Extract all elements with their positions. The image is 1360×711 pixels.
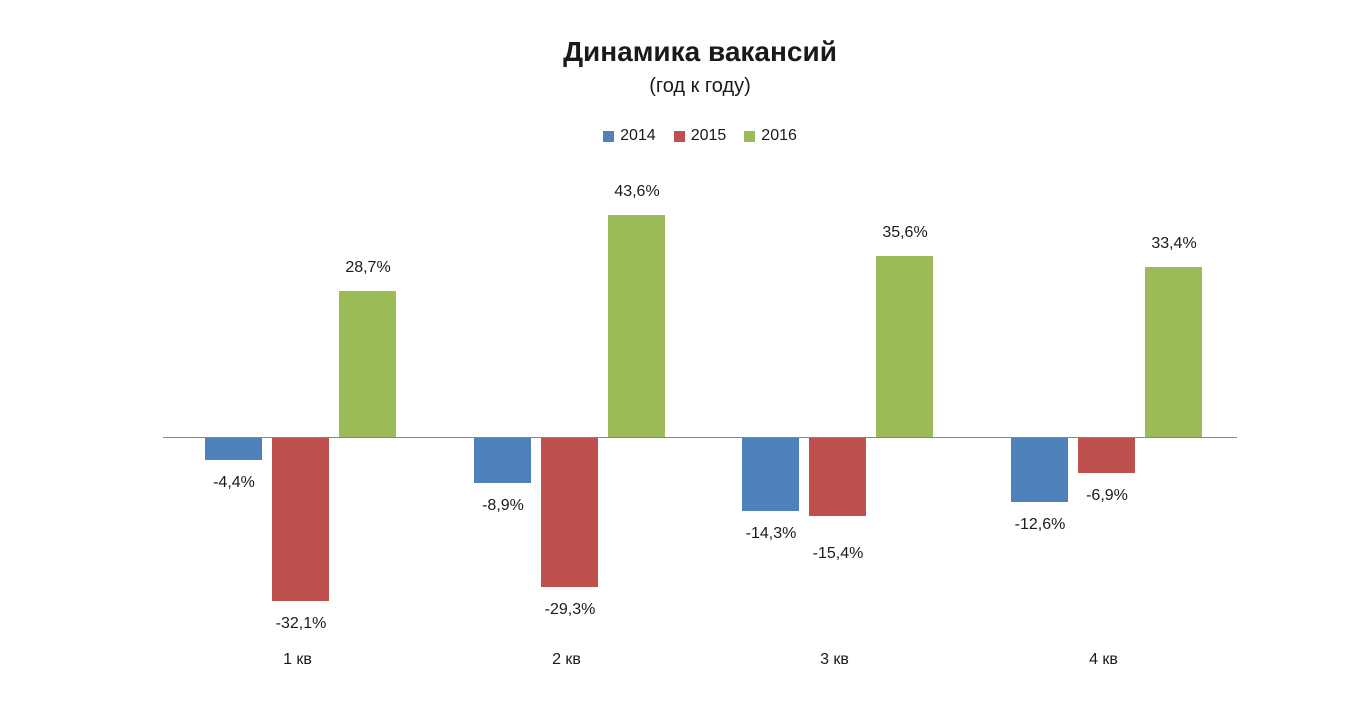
bar-value-label: 43,6% [614,183,660,200]
bar-2015-q4 [1078,438,1135,473]
bar-2014-q3 [742,438,799,511]
bar-value-label: -32,1% [275,615,327,632]
legend-swatch-icon [744,130,756,142]
x-axis-label: 3 кв [820,651,849,668]
bar-2016-q3 [876,256,933,437]
bar-value-label: 35,6% [882,224,928,241]
bar-value-label: -8,9% [482,497,524,514]
bar-value-label: -4,4% [213,474,255,491]
legend-swatch-icon [603,130,615,142]
x-axis-label: 2 кв [552,651,581,668]
x-axis-label: 1 кв [283,651,312,668]
bar-value-label: -29,3% [544,601,596,618]
bar-2015-q1 [272,438,329,601]
legend-label: 2015 [690,127,727,144]
bar-2014-q2 [474,438,531,483]
legend-label: 2016 [761,127,797,144]
bar-2015-q3 [809,438,866,516]
plot-area: -4,4% -32,1% 28,7% 1 кв -8,9% -29,3% 43,6% 2 кв… [163,168,1237,688]
chart-canvas: Динамика вакансий (год к году) 2014 2015 2… [163,0,1237,711]
chart-legend: 2014 2015 2016 [163,127,1237,145]
bar-2016-q2 [608,215,665,437]
legend-item-2015: 2015 [673,127,727,145]
legend-item-2016: 2016 [744,127,797,145]
bar-value-label: 33,4% [1151,235,1197,252]
chart-title: Динамика вакансий [563,36,837,67]
bar-value-label: -14,3% [745,525,797,542]
x-axis-line [163,437,1237,438]
x-axis-label: 4 кв [1089,651,1118,668]
legend-item-2014: 2014 [603,127,656,145]
chart-subtitle: (год к году) [649,75,751,97]
bar-value-label: 28,7% [345,259,391,276]
bar-value-label: -12,6% [1014,516,1066,533]
bar-value-label: -15,4% [812,545,864,562]
bar-2015-q2 [541,438,598,587]
bar-2016-q4 [1145,267,1202,437]
bar-2014-q4 [1011,438,1068,502]
bar-2016-q1 [339,291,396,437]
legend-swatch-icon [673,130,685,142]
legend-label: 2014 [620,127,656,144]
bar-2014-q1 [205,438,262,460]
bar-value-label: -6,9% [1086,487,1128,504]
